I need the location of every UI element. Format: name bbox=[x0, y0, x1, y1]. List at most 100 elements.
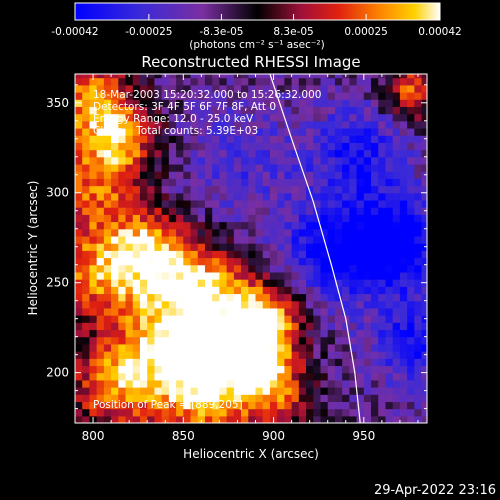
heatmap-cell bbox=[241, 207, 249, 215]
heatmap-cell bbox=[255, 351, 264, 359]
heatmap-cell bbox=[75, 401, 83, 410]
heatmap-cell bbox=[248, 264, 257, 273]
heatmap-cell bbox=[327, 127, 336, 136]
heatmap-cell bbox=[414, 243, 423, 251]
heatmap-cell bbox=[378, 264, 387, 273]
heatmap-cell bbox=[204, 343, 213, 352]
heatmap-cell bbox=[399, 99, 408, 107]
heatmap-cell bbox=[277, 207, 285, 215]
heatmap-cell bbox=[320, 401, 329, 410]
heatmap-cell bbox=[154, 257, 163, 266]
heatmap-cell bbox=[284, 279, 293, 287]
heatmap-cell bbox=[399, 365, 408, 374]
heatmap-cell bbox=[147, 77, 156, 86]
heatmap-cell bbox=[118, 365, 127, 374]
heatmap-cell bbox=[421, 401, 427, 410]
heatmap-cell bbox=[363, 286, 372, 295]
heatmap-cell bbox=[125, 358, 134, 367]
heatmap-cell bbox=[291, 372, 300, 381]
heatmap-cell bbox=[219, 178, 228, 187]
heatmap-cell bbox=[248, 163, 257, 172]
heatmap-cell bbox=[421, 106, 427, 115]
heatmap-cell bbox=[89, 199, 98, 208]
heatmap-cell bbox=[313, 257, 322, 266]
heatmap-cell bbox=[212, 415, 221, 423]
heatmap-cell bbox=[327, 77, 336, 86]
heatmap-cell bbox=[378, 106, 387, 115]
heatmap-cell bbox=[139, 329, 148, 338]
heatmap-cell bbox=[269, 293, 278, 302]
heatmap-cell bbox=[183, 207, 192, 215]
heatmap-cell bbox=[306, 351, 314, 359]
heatmap-cell bbox=[190, 149, 199, 158]
heatmap-cell bbox=[306, 379, 314, 388]
heatmap-cell bbox=[313, 171, 322, 179]
heatmap-cell bbox=[313, 365, 322, 374]
heatmap-cell bbox=[204, 372, 213, 381]
heatmap-cell bbox=[233, 113, 242, 122]
heatmap-cell bbox=[103, 149, 112, 158]
heatmap-cell bbox=[168, 372, 177, 381]
heatmap-cell bbox=[262, 235, 271, 244]
heatmap-cell bbox=[168, 228, 177, 237]
heatmap-cell bbox=[385, 243, 394, 251]
heatmap-cell bbox=[147, 279, 156, 287]
heatmap-cell bbox=[219, 300, 228, 309]
heatmap-cell bbox=[226, 142, 235, 151]
heatmap-cell bbox=[277, 178, 285, 187]
heatmap-cell bbox=[212, 113, 221, 122]
heatmap-cell bbox=[269, 307, 278, 316]
heatmap-cell bbox=[132, 185, 141, 194]
heatmap-cell bbox=[269, 235, 278, 244]
heatmap-cell bbox=[327, 199, 336, 208]
heatmap-cell bbox=[147, 178, 156, 187]
heatmap-cell bbox=[190, 221, 199, 230]
heatmap-cell bbox=[75, 387, 83, 395]
colorbar-tick-label: -0.00025 bbox=[125, 26, 172, 38]
heatmap-cell bbox=[176, 192, 184, 201]
heatmap-cell bbox=[349, 199, 358, 208]
heatmap-cell bbox=[399, 120, 408, 129]
heatmap-cell bbox=[291, 163, 300, 172]
heatmap-cell bbox=[414, 77, 423, 86]
heatmap-cell bbox=[327, 163, 336, 172]
heatmap-cell bbox=[342, 149, 350, 158]
heatmap-cell bbox=[111, 329, 119, 338]
heatmap-cell bbox=[363, 307, 372, 316]
heatmap-cell bbox=[277, 401, 285, 410]
heatmap-cell bbox=[378, 214, 387, 223]
heatmap-cell bbox=[284, 372, 293, 381]
heatmap-cell bbox=[226, 185, 235, 194]
heatmap-cell bbox=[334, 113, 343, 122]
heatmap-cell bbox=[414, 257, 423, 266]
heatmap-cell bbox=[349, 286, 358, 295]
heatmap-cell bbox=[255, 307, 264, 316]
heatmap-cell bbox=[327, 221, 336, 230]
heatmap-cell bbox=[378, 343, 387, 352]
heatmap-cell bbox=[103, 243, 112, 251]
heatmap-cell bbox=[284, 171, 293, 179]
heatmap-cell bbox=[154, 379, 163, 388]
heatmap-cell bbox=[385, 271, 394, 280]
heatmap-cell bbox=[132, 149, 141, 158]
heatmap-cell bbox=[212, 106, 221, 115]
heatmap-cell bbox=[219, 329, 228, 338]
heatmap-cell bbox=[103, 99, 112, 107]
heatmap-cell bbox=[356, 329, 365, 338]
heatmap-cell bbox=[147, 228, 156, 237]
heatmap-cell bbox=[219, 74, 228, 79]
heatmap-cell bbox=[125, 163, 134, 172]
heatmap-cell bbox=[190, 127, 199, 136]
heatmap-cell bbox=[103, 379, 112, 388]
heatmap-cell bbox=[226, 113, 235, 122]
heatmap-cell bbox=[111, 250, 119, 259]
heatmap-cell bbox=[197, 127, 206, 136]
heatmap-cell bbox=[147, 336, 156, 345]
heatmap-cell bbox=[89, 286, 98, 295]
heatmap-cell bbox=[183, 106, 192, 115]
heatmap-cell bbox=[327, 257, 336, 266]
heatmap-cell bbox=[212, 185, 221, 194]
heatmap-cell bbox=[392, 243, 401, 251]
heatmap-cell bbox=[306, 221, 314, 230]
heatmap-cell bbox=[154, 243, 163, 251]
